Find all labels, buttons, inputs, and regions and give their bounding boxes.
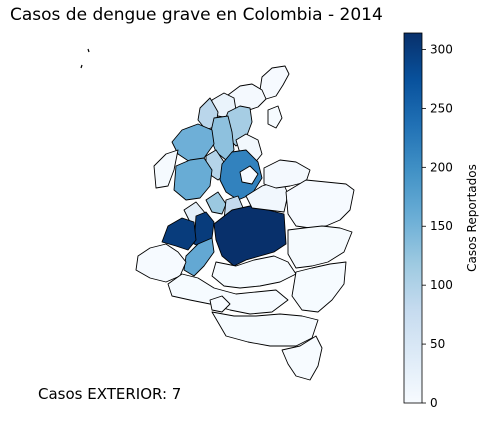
department-region xyxy=(211,311,319,347)
department-region xyxy=(287,225,353,269)
department-region xyxy=(161,217,197,251)
colorbar-label: Casos Reportados xyxy=(465,164,479,272)
colorbar-ticks: 0 50 100 150 200 250 300 xyxy=(422,42,453,410)
department-region xyxy=(209,295,231,313)
san-andres-islands xyxy=(80,48,90,69)
department-region xyxy=(205,191,227,215)
department-regions xyxy=(135,65,355,381)
exterior-cases-note: Casos EXTERIOR: 7 xyxy=(38,385,182,403)
department-region xyxy=(135,243,187,283)
department-region xyxy=(153,149,179,189)
department-region xyxy=(285,179,355,229)
island-san-andres xyxy=(87,48,90,53)
department-region xyxy=(173,157,213,201)
colorbar-tick-label: 250 xyxy=(430,101,453,115)
department-region xyxy=(291,261,347,313)
department-region xyxy=(213,205,287,267)
department-region xyxy=(167,273,289,315)
colorbar-gradient xyxy=(403,32,423,404)
department-region xyxy=(239,165,259,185)
colorbar-tick-label: 150 xyxy=(430,219,453,233)
department-region xyxy=(183,237,215,277)
chart-title: Casos de dengue grave en Colombia - 2014 xyxy=(10,5,383,25)
colorbar-tick-label: 200 xyxy=(430,160,453,174)
department-region xyxy=(281,335,323,381)
department-region xyxy=(267,105,283,129)
island-providencia xyxy=(80,64,83,69)
colorbar-tick-label: 50 xyxy=(430,337,445,351)
colorbar-tick-label: 100 xyxy=(430,278,453,292)
colorbar-tick-label: 300 xyxy=(430,42,453,56)
colorbar-tick-label: 0 xyxy=(430,396,438,410)
department-region xyxy=(211,255,297,289)
